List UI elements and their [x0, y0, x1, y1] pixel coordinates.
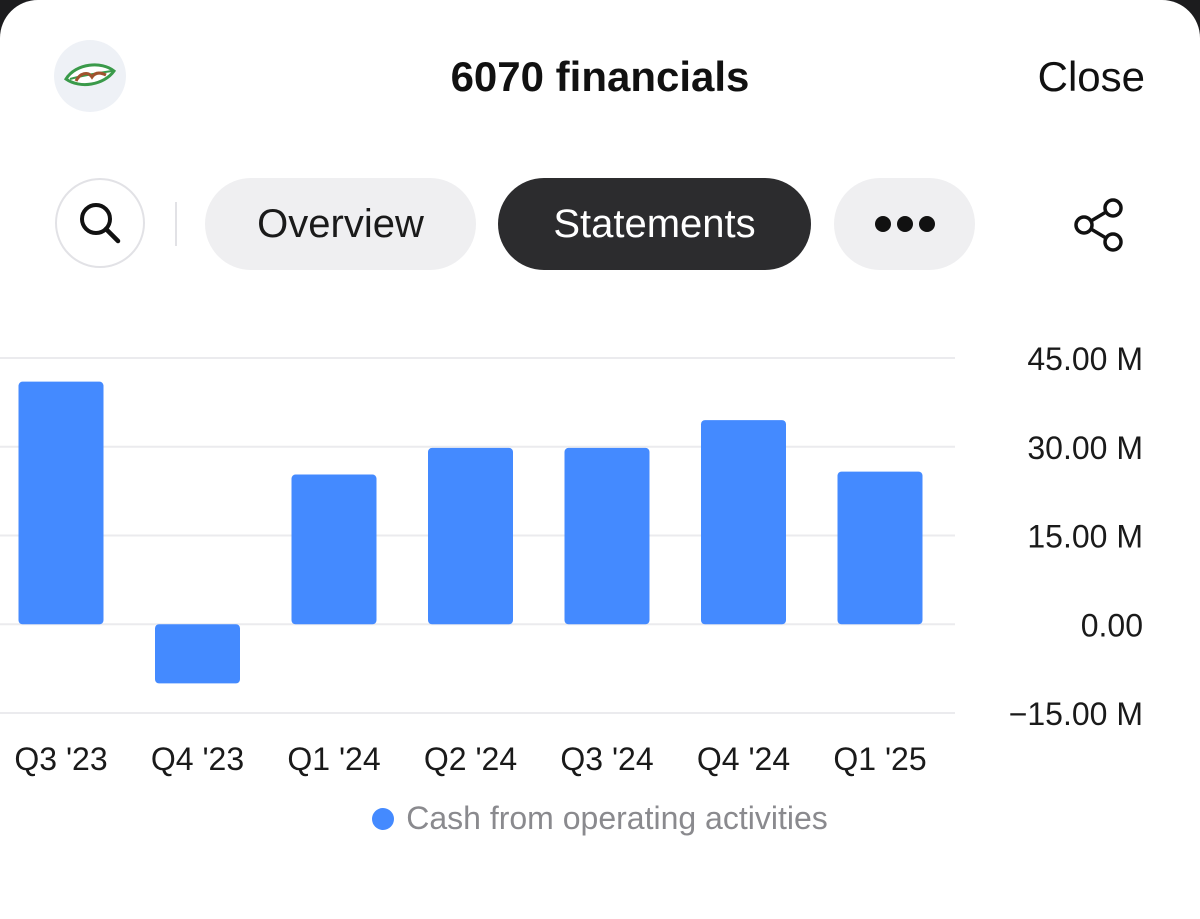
bar: [564, 447, 650, 625]
leaf-logo-icon: [63, 63, 117, 87]
bar: [155, 624, 240, 684]
bar: [18, 381, 104, 625]
company-logo[interactable]: [54, 40, 126, 112]
search-icon: [80, 203, 121, 244]
bar: [291, 474, 377, 625]
x-tick-label: Q3 '23: [14, 741, 107, 777]
y-tick-label: 15.00 M: [1027, 519, 1143, 555]
tab-statements[interactable]: Statements: [498, 178, 811, 270]
toolbar-divider: [175, 202, 177, 246]
tab-statements-label: Statements: [553, 201, 756, 246]
more-button[interactable]: [834, 178, 975, 270]
bar: [837, 471, 923, 625]
tab-overview-label: Overview: [257, 201, 424, 246]
legend-dot: [372, 807, 395, 830]
x-tick-label: Q3 '24: [560, 741, 653, 777]
y-tick-label: 0.00: [1081, 607, 1143, 643]
chart-legend: Cash from operating activities: [0, 800, 1200, 837]
y-tick-label: −15.00 M: [1009, 696, 1143, 732]
x-tick-label: Q4 '23: [151, 741, 244, 777]
x-tick-label: Q1 '25: [833, 741, 926, 777]
bar: [428, 447, 513, 625]
bar: [701, 420, 786, 625]
x-tick-label: Q4 '24: [697, 741, 790, 777]
y-tick-label: 45.00 M: [1027, 341, 1143, 377]
close-button[interactable]: Close: [1037, 53, 1145, 100]
cash-flow-chart: 45.00 M 30.00 M 15.00 M 0.00 −15.00 M Q3 '23 Q…: [0, 341, 1143, 777]
share-button[interactable]: [1066, 192, 1132, 258]
share-icon: [1074, 198, 1123, 252]
x-tick-label: Q1 '24: [287, 741, 380, 777]
page-title: 6070 financials: [450, 53, 750, 100]
x-tick-label: Q2 '24: [424, 741, 517, 777]
more-dots-icon: [874, 216, 935, 232]
legend-label: Cash from operating activities: [406, 800, 828, 836]
search-button[interactable]: [55, 178, 145, 268]
tab-overview[interactable]: Overview: [205, 178, 476, 270]
y-tick-label: 30.00 M: [1027, 430, 1143, 466]
